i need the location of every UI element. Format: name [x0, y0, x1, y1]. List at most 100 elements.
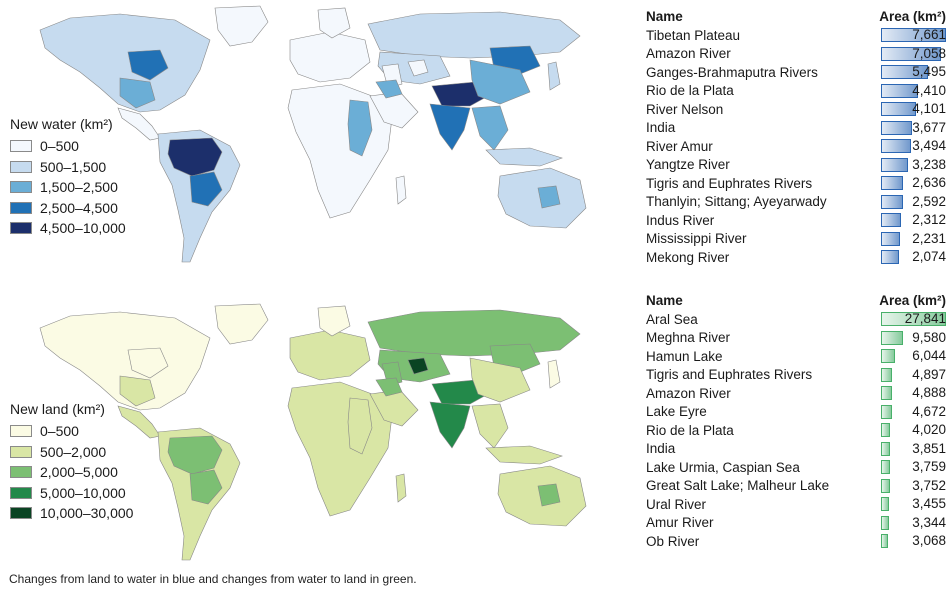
area-cell: 3,238 — [881, 157, 946, 173]
row-name: Aral Sea — [646, 311, 698, 327]
figure-caption: Changes from land to water in blue and c… — [9, 572, 417, 586]
region-nile-basin — [347, 397, 373, 455]
header-area: Area (km²) — [879, 292, 946, 308]
region-tigris-euphrates — [375, 377, 403, 397]
table-row: Lake Urmia, Caspian Sea 3,759 — [646, 458, 946, 477]
region-mississippi-basin — [119, 77, 156, 109]
area-bar — [881, 65, 928, 80]
area-bar — [881, 534, 889, 549]
legend-swatch — [10, 160, 32, 173]
area-cell: 9,580 — [881, 330, 946, 346]
row-name: Rio de la Plata — [646, 422, 734, 438]
region-north-america — [39, 311, 211, 411]
legend-item: 0–500 — [10, 421, 133, 442]
legend-item: 2,000–5,000 — [10, 462, 133, 483]
region-greenland — [214, 5, 269, 47]
area-cell: 4,101 — [881, 101, 946, 117]
legend-swatch — [10, 425, 32, 438]
area-value: 4,410 — [912, 82, 946, 98]
area-cell: 4,410 — [881, 83, 946, 99]
area-cell: 6,044 — [881, 348, 946, 364]
area-value: 3,494 — [912, 138, 946, 154]
area-bar — [881, 460, 890, 475]
table-row: Ganges-Brahmaputra Rivers 5,495 — [646, 63, 946, 82]
region-indonesia — [485, 445, 563, 465]
row-name: Thanlyin; Sittang; Ayeyarwady — [646, 194, 827, 210]
area-bar — [881, 28, 946, 43]
legend-title: New water (km²) — [10, 116, 113, 132]
area-value: 27,841 — [904, 311, 946, 327]
region-central-america — [117, 107, 161, 141]
area-cell: 3,851 — [881, 441, 946, 457]
area-cell: 3,344 — [881, 515, 946, 531]
legend-label: 500–1,500 — [40, 158, 107, 175]
area-bar — [881, 404, 892, 419]
legend-swatch — [10, 507, 32, 520]
legend-label: 2,000–5,000 — [40, 464, 118, 481]
area-cell: 4,888 — [881, 385, 946, 401]
area-value: 2,636 — [912, 175, 946, 191]
legend-label: 0–500 — [40, 138, 79, 155]
table-row: India 3,677 — [646, 119, 946, 138]
legend-label: 4,500–10,000 — [40, 220, 126, 237]
row-name: Amazon River — [646, 385, 731, 401]
legend-swatch — [10, 222, 32, 235]
area-value: 3,752 — [912, 477, 946, 493]
region-greenland — [214, 303, 269, 345]
area-cell: 5,495 — [881, 64, 946, 80]
region-india — [429, 401, 471, 449]
new-land-map — [39, 303, 587, 561]
row-name: Tigris and Euphrates Rivers — [646, 175, 813, 191]
legend-swatch — [10, 445, 32, 458]
table-row: Mekong River 2,074 — [646, 248, 946, 267]
area-cell: 4,672 — [881, 404, 946, 420]
area-cell: 7,661 — [881, 27, 946, 43]
legend-label: 5,000–10,000 — [40, 484, 126, 501]
area-cell: 27,841 — [881, 311, 946, 327]
region-europe — [289, 31, 371, 83]
legend-item: 2,500–4,500 — [10, 198, 126, 219]
area-bar — [881, 157, 909, 172]
legend-label: 500–2,000 — [40, 443, 107, 460]
area-bar — [881, 176, 904, 191]
area-cell: 7,058 — [881, 46, 946, 62]
area-cell: 3,677 — [881, 120, 946, 136]
area-value: 3,238 — [912, 156, 946, 172]
new-water-map — [39, 5, 587, 263]
legend-label: 10,000–30,000 — [40, 505, 134, 522]
area-bar — [881, 312, 946, 327]
area-cell: 3,494 — [881, 138, 946, 154]
region-north-america — [39, 13, 211, 113]
table-row: Thanlyin; Sittang; Ayeyarwady 2,592 — [646, 193, 946, 212]
area-value: 2,074 — [912, 249, 946, 265]
legend-item: 5,000–10,000 — [10, 483, 133, 504]
new-land-table: Name Area (km²) Aral Sea 27,841 Meghna Riv… — [646, 290, 946, 551]
legend-label: 0–500 — [40, 423, 79, 440]
table-row: Indus River 2,312 — [646, 211, 946, 230]
table-row: Aral Sea 27,841 — [646, 310, 946, 329]
legend-swatch — [10, 140, 32, 153]
area-cell: 3,752 — [881, 478, 946, 494]
row-name: Yangtze River — [646, 157, 730, 173]
area-cell: 3,759 — [881, 459, 946, 475]
region-amazon-basin — [167, 435, 223, 475]
area-cell: 4,020 — [881, 422, 946, 438]
legend-label: 1,500–2,500 — [40, 179, 118, 196]
row-name: Ob River — [646, 533, 700, 549]
area-value: 2,231 — [912, 230, 946, 246]
table-body: Tibetan Plateau 7,661 Amazon River 7,058 Gan… — [646, 26, 946, 267]
area-bar — [881, 120, 913, 135]
table-row: River Nelson 4,101 — [646, 100, 946, 119]
legend-swatch — [10, 181, 32, 194]
area-bar — [881, 46, 941, 61]
row-name: River Nelson — [646, 101, 724, 117]
row-name: Rio de la Plata — [646, 83, 734, 99]
area-bar — [881, 139, 911, 154]
region-aral-sea — [407, 59, 429, 77]
row-name: River Amur — [646, 138, 713, 154]
table-row: Tigris and Euphrates Rivers 4,897 — [646, 366, 946, 385]
header-area: Area (km²) — [879, 8, 946, 24]
legend-item: 4,500–10,000 — [10, 218, 126, 239]
region-europe — [289, 329, 371, 381]
row-name: Mekong River — [646, 249, 730, 265]
